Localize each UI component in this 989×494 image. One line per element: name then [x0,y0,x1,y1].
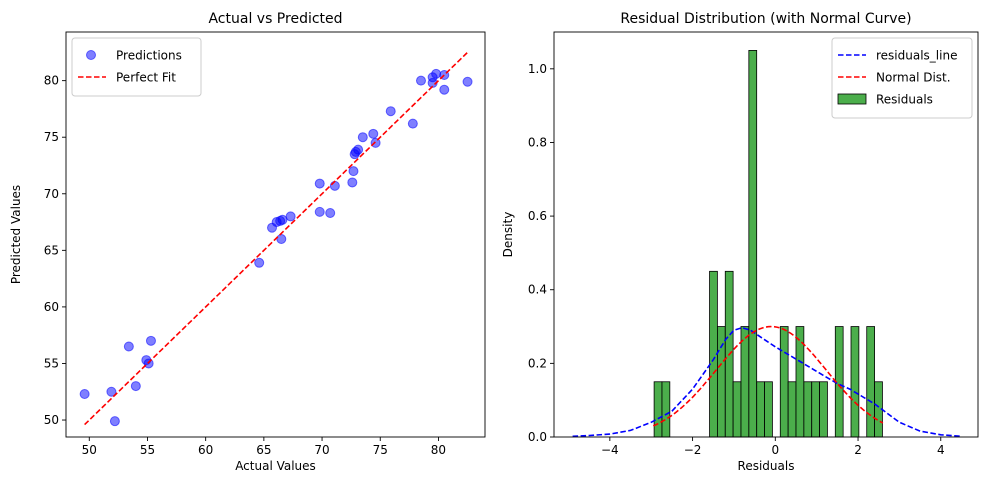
scatter-point [314,206,325,217]
legend-patch [837,93,867,105]
scatter-point [329,180,340,191]
scatter-point [347,177,358,188]
histogram-bar [803,381,813,438]
scatter-point [325,208,336,219]
y-tick-label: 50 [44,413,59,427]
y-tick-label: 60 [44,300,59,314]
scatter-point [353,144,364,155]
scatter-point [348,166,359,177]
x-tick-label: 65 [256,443,271,457]
histogram-bar [661,381,671,438]
x-tick-label: 80 [431,443,446,457]
legend-label: Normal Dist. [876,71,951,85]
x-tick-label: 0 [771,443,779,457]
scatter-point [407,118,418,129]
scatter-point [130,381,141,392]
legend-marker [86,50,96,60]
histogram-bar [787,381,797,438]
scatter-point [462,76,473,87]
x-tick-label: 70 [314,443,329,457]
histogram-bar [850,326,860,438]
scatter-point [123,341,134,352]
chart-title: Actual vs Predicted [208,11,342,27]
series-line [652,325,884,427]
histogram-bar [819,381,828,438]
legend-box [71,37,202,97]
x-tick-label: 4 [937,443,945,457]
scatter-point [368,128,379,139]
y-tick-label: 75 [44,130,59,144]
histogram-bar [716,326,726,438]
plot-frame [65,31,486,438]
scatter-point [385,106,396,117]
x-axis-label: Residuals [738,459,795,473]
plot-frame [553,31,979,438]
y-tick-label: 70 [44,187,59,201]
scatter-point [431,68,442,79]
legend-label: residuals_line [876,49,957,63]
histogram-bar [740,326,750,438]
legend: Predictions Perfect Fit [71,37,202,97]
x-tick-label: 50 [82,443,97,457]
y-axis-label: Predicted Values [9,185,23,284]
x-tick-label: 55 [140,443,155,457]
histogram-bar [866,326,875,438]
y-tick-label: 80 [44,74,59,88]
y-tick-label: 0.6 [528,209,547,223]
y-axis-label: Density [501,212,515,258]
x-tick-label: 75 [373,443,388,457]
chart-title: Residual Distribution (with Normal Curve… [620,11,911,27]
histogram-bar [811,381,820,438]
y-tick-label: 0.8 [528,135,547,149]
y-tick-label: 0.0 [528,430,547,444]
scatter-point [254,257,265,268]
x-tick-label: 2 [854,443,862,457]
x-axis-label: Actual Values [235,459,316,473]
scatter-point [109,416,120,427]
histogram-bar [653,381,663,438]
scatter-point [106,386,117,397]
histogram-bar [732,381,742,438]
x-tick-label: −2 [684,443,702,457]
x-tick-label: 60 [198,443,213,457]
legend-label: Predictions [116,49,182,63]
histogram-bar [748,50,758,438]
y-tick-label: 0.2 [528,356,547,370]
legend-label: Perfect Fit [116,71,176,85]
scatter-point [276,234,287,245]
scatter-point [79,389,90,400]
y-tick-label: 0.4 [528,283,547,297]
residual-distribution-chart: −4 −2 0 2 4 0.0 0.2 0.4 0.6 0.8 1.0 Residual Distri… [501,11,979,473]
y-tick-label: 55 [44,356,59,370]
y-tick-label: 1.0 [528,62,547,76]
y-tick-label: 65 [44,243,59,257]
histogram-bar [756,381,765,438]
histogram-bar [764,381,773,438]
legend-box [831,37,973,119]
scatter-point [285,211,296,222]
x-tick-label: −4 [601,443,619,457]
series-line [572,326,962,438]
scatter-point [439,84,450,95]
series-line [84,51,469,426]
scatter-point [277,214,288,225]
legend: residuals_line Normal Dist. Residuals [831,37,973,119]
actual-vs-predicted-chart: 50 55 60 65 70 75 80 50 55 60 65 70 75 80 Actual vs Pr… [9,11,486,473]
legend-label: Residuals [876,93,933,107]
scatter-point [145,335,156,346]
scatter-point [415,75,426,86]
scatter-point [357,132,368,143]
scatter-point [314,178,325,189]
histogram-bar [779,326,789,438]
